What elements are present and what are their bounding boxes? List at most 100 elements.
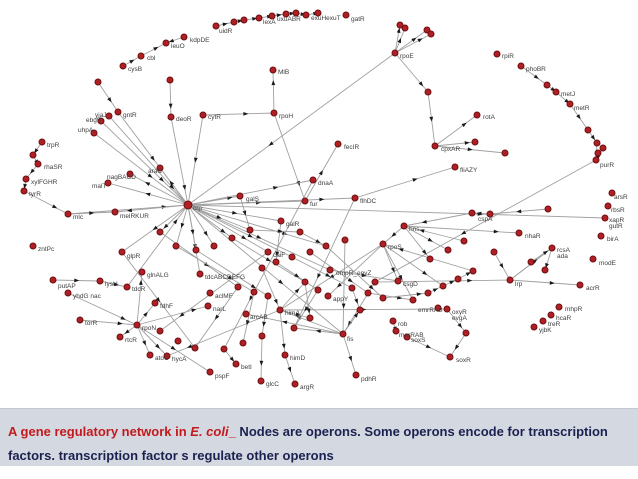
node-label: argR: [300, 384, 314, 391]
edge-arrow-icon: [129, 59, 135, 64]
edge-arrow-icon: [271, 80, 276, 86]
network-edge: [187, 204, 197, 251]
edge-arrow-icon: [348, 355, 352, 362]
network-node: [151, 299, 159, 307]
network-node: [22, 175, 30, 183]
network-node: [322, 242, 330, 250]
edge-arrow-icon: [142, 340, 146, 346]
network-edge: [187, 204, 269, 253]
network-node: [239, 339, 247, 347]
node-label: fur: [310, 201, 318, 208]
node-label: lexA: [263, 19, 276, 26]
edge-arrow-icon: [294, 273, 300, 278]
network-node: [20, 187, 28, 195]
node-label: rtcR: [125, 337, 137, 344]
network-edge: [159, 251, 269, 332]
node-label: appY: [333, 296, 349, 303]
edge-arrow-icon: [306, 308, 311, 314]
edge-arrow-icon: [232, 210, 238, 215]
network-node: [220, 345, 228, 353]
node-label: galS: [246, 196, 260, 203]
node-label: aclMF: [215, 293, 233, 300]
network-node: [34, 160, 42, 168]
edge-arrow-icon: [418, 81, 424, 87]
edge-arrow-icon: [289, 11, 295, 16]
edge-arrow-icon: [155, 297, 161, 303]
network-edge: [195, 249, 269, 297]
edge-arrow-icon: [214, 314, 220, 320]
caption-species: E. coli: [190, 424, 229, 439]
network-edge: [273, 112, 306, 202]
edge-arrow-icon: [124, 329, 130, 334]
node-label: phoBR: [526, 66, 546, 73]
edge-arrow-icon: [275, 251, 280, 257]
network-edge: [342, 333, 357, 376]
edge-arrow-icon: [282, 320, 288, 325]
edge-arrow-icon: [193, 157, 198, 163]
network-node: [326, 266, 334, 274]
network-node: [601, 214, 609, 222]
edge-arrow-icon: [34, 148, 39, 154]
network-node: [246, 226, 254, 234]
network-edge: [279, 309, 311, 319]
edge-arrow-icon: [145, 192, 151, 197]
network-node: [594, 149, 602, 157]
network-node: [468, 209, 476, 217]
network-node: [342, 11, 350, 19]
network-edge: [367, 292, 414, 301]
edge-arrow-icon: [354, 298, 358, 304]
network-node: [204, 302, 212, 310]
edge-arrow-icon: [336, 282, 342, 288]
network-edge: [342, 239, 346, 335]
edge-arrow-icon: [542, 250, 549, 256]
network-node: [599, 144, 607, 152]
edge-arrow-icon: [216, 214, 222, 219]
network-node: [539, 317, 547, 325]
network-edge: [309, 251, 369, 294]
network-edge: [159, 167, 189, 206]
network-node: [324, 292, 332, 300]
node-label: hycA: [172, 356, 187, 363]
edge-arrow-icon: [304, 306, 309, 312]
network-node: [236, 192, 244, 200]
edge-arrow-icon: [590, 134, 595, 141]
network-edge: [374, 159, 597, 283]
network-node: [206, 368, 214, 376]
network-node: [314, 286, 322, 294]
network-edge: [108, 115, 189, 206]
network-node: [548, 244, 556, 252]
node-label: rpiR: [502, 53, 514, 60]
edge-arrow-icon: [296, 180, 300, 187]
node-label: metJ: [561, 91, 575, 98]
network-edge: [114, 204, 189, 213]
edge-arrow-icon: [361, 273, 367, 278]
edge-arrow-icon: [89, 211, 95, 215]
node-label: gntR: [123, 112, 137, 119]
edge-arrow-icon: [259, 360, 264, 366]
node-label: rpoN: [142, 325, 156, 332]
network-node: [269, 66, 277, 74]
network-node: [424, 88, 432, 96]
edge-arrow-icon: [396, 27, 401, 34]
node-label: lysU: [105, 281, 118, 288]
node-label: crp: [193, 205, 202, 212]
network-node: [351, 194, 359, 202]
node-label: malT: [92, 183, 106, 190]
node-label: putAP: [58, 283, 76, 290]
network-node: [515, 229, 523, 237]
node-label: arcAB: [250, 314, 268, 321]
network-node: [379, 294, 387, 302]
network-node: [444, 246, 452, 254]
edge-arrow-icon: [143, 311, 148, 317]
node-label: kdpDE: [190, 37, 210, 44]
network-edge: [530, 247, 553, 263]
edge-arrow-icon: [158, 176, 164, 182]
network-node: [268, 12, 276, 20]
node-label: ompR_envZ: [336, 270, 371, 277]
network-node: [123, 283, 131, 291]
edge-arrow-icon: [246, 320, 250, 326]
network-node: [114, 108, 122, 116]
network-edge: [175, 245, 255, 293]
network-node: [296, 228, 304, 236]
network-node: [486, 210, 494, 218]
